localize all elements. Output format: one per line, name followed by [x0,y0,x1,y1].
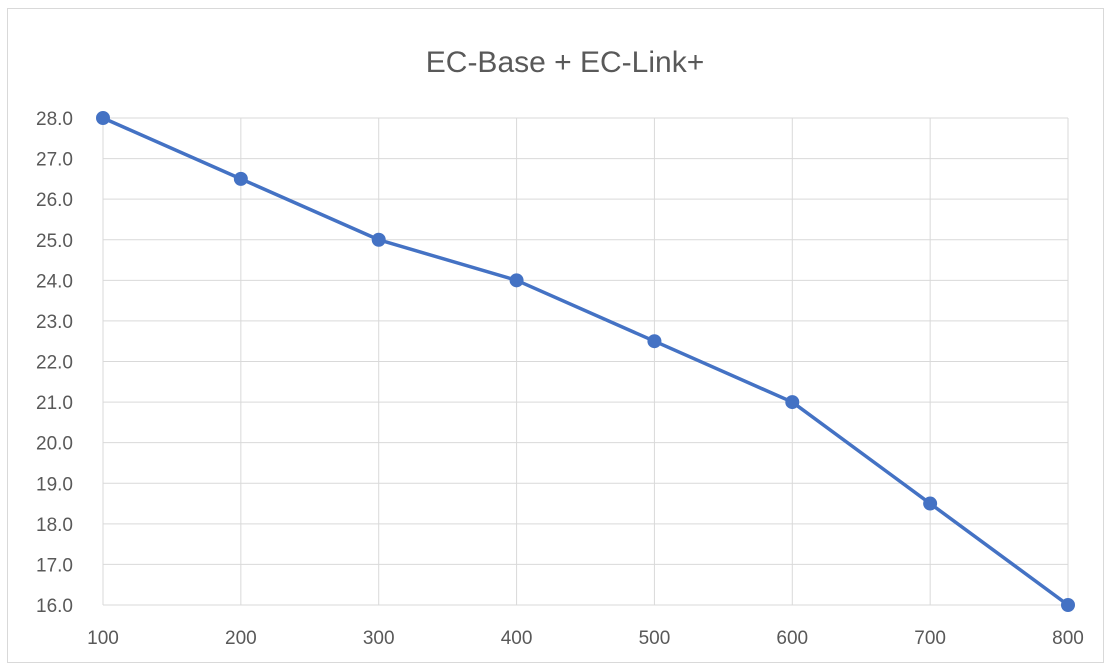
y-tick-label: 27.0 [36,150,73,171]
data-point [647,334,662,349]
data-point [923,496,938,511]
y-tick-label: 16.0 [36,596,73,617]
y-tick-label: 18.0 [36,515,73,536]
chart-title: EC-Base + EC-Link+ [426,46,704,79]
x-axis-ticks: 100 200 300 400 500 600 700 800 [87,628,1084,649]
x-tick-label: 400 [501,628,533,649]
data-point [371,232,386,247]
x-tick-label: 700 [914,628,946,649]
chart-frame [7,8,1104,663]
data-point [233,171,248,186]
y-tick-label: 26.0 [36,190,73,211]
series-layer [96,111,1075,612]
y-tick-label: 25.0 [36,231,73,252]
x-tick-label: 200 [225,628,257,649]
y-tick-label: 28.0 [36,109,73,130]
y-axis-ticks: 28.0 27.0 26.0 25.0 24.0 23.0 22.0 21.0 20.0 19.0… [36,109,73,617]
y-tick-label: 23.0 [36,312,73,333]
x-tick-label: 500 [639,628,671,649]
data-point [509,273,524,288]
data-point [96,111,110,125]
x-tick-label: 800 [1052,628,1084,649]
y-tick-label: 19.0 [36,474,73,495]
y-tick-label: 21.0 [36,393,73,414]
grid-lines [102,117,1069,606]
x-tick-label: 300 [363,628,395,649]
y-tick-label: 22.0 [36,353,73,374]
x-tick-label: 600 [776,628,808,649]
y-tick-label: 17.0 [36,555,73,576]
series-line [102,116,1070,607]
y-tick-label: 20.0 [36,434,73,455]
data-point [785,395,800,410]
data-point [1061,598,1075,612]
x-tick-label: 100 [87,628,119,649]
y-tick-label: 24.0 [36,271,73,292]
